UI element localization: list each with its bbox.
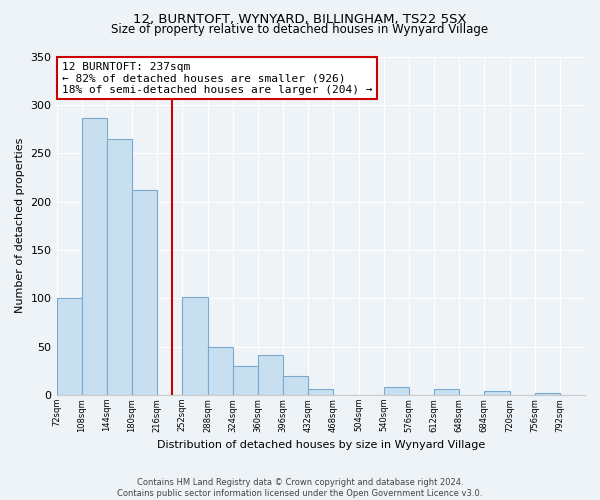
Bar (258, 356, 283, 395)
X-axis label: Distribution of detached houses by size in Wynyard Village: Distribution of detached houses by size … (157, 440, 485, 450)
Text: Contains HM Land Registry data © Crown copyright and database right 2024.
Contai: Contains HM Land Registry data © Crown c… (118, 478, 482, 498)
Bar (107, 138, 132, 395)
Bar (56, 298, 82, 395)
Bar (283, 376, 308, 395)
Bar (535, 393, 560, 395)
Bar (383, 388, 409, 395)
Bar (182, 298, 208, 395)
Text: 12, BURNTOFT, WYNYARD, BILLINGHAM, TS22 5SX: 12, BURNTOFT, WYNYARD, BILLINGHAM, TS22 … (133, 12, 467, 26)
Bar (434, 389, 459, 395)
Bar (132, 190, 157, 395)
Bar (233, 366, 258, 395)
Y-axis label: Number of detached properties: Number of detached properties (15, 138, 25, 314)
Bar (308, 389, 334, 395)
Bar (208, 346, 233, 395)
Bar (484, 391, 509, 395)
Text: Size of property relative to detached houses in Wynyard Village: Size of property relative to detached ho… (112, 22, 488, 36)
Text: 12 BURNTOFT: 237sqm
← 82% of detached houses are smaller (926)
18% of semi-detac: 12 BURNTOFT: 237sqm ← 82% of detached ho… (62, 62, 373, 95)
Bar (82, 118, 107, 395)
